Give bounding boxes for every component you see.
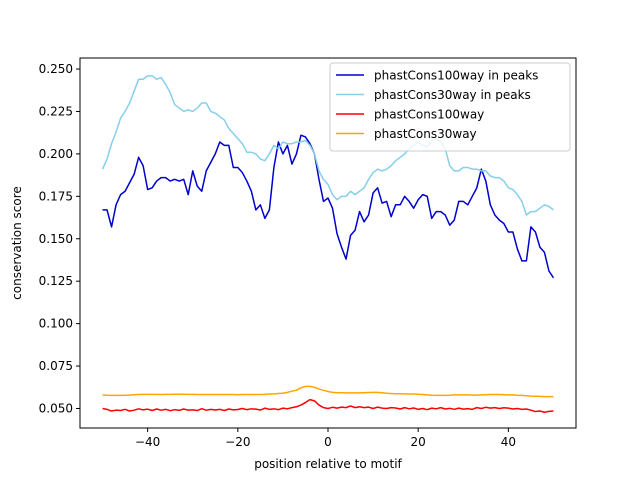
- y-axis-label: conservation score: [10, 186, 24, 300]
- y-tick-label: 0.175: [39, 189, 73, 203]
- plot-frame: [79, 57, 577, 429]
- x-tick-label: 0: [324, 435, 332, 449]
- y-tick-label: 0.050: [39, 401, 73, 415]
- series-line-1: [102, 134, 555, 279]
- series-layer: [101, 75, 555, 413]
- x-axis-label: position relative to motif: [254, 457, 402, 471]
- series-line-2: [101, 75, 554, 216]
- x-tick-label: 20: [411, 435, 426, 449]
- legend-label-3: phastCons100way: [374, 108, 484, 122]
- legend-label-1: phastCons100way in peaks: [374, 69, 538, 83]
- y-tick-label: 0.250: [39, 62, 73, 76]
- legend-box: [329, 62, 571, 152]
- x-tick-label: −20: [225, 435, 250, 449]
- legend-label-2: phastCons30way in peaks: [374, 88, 531, 102]
- y-tick-label: 0.225: [39, 104, 73, 118]
- tick-layer: −40 −20 0 20 40 0.050 0.075 0.100 0.125 0.150 0.17…: [39, 62, 516, 449]
- y-tick-label: 0.200: [39, 147, 73, 161]
- y-tick-label: 0.100: [39, 317, 73, 331]
- series-line-3: [102, 398, 554, 413]
- x-tick-label: −40: [135, 435, 160, 449]
- series-line-4: [102, 385, 554, 398]
- x-tick-label: 40: [501, 435, 516, 449]
- y-tick-label: 0.075: [39, 359, 73, 373]
- y-tick-label: 0.150: [39, 232, 73, 246]
- legend-label-4: phastCons30way: [374, 127, 477, 141]
- legend: phastCons100way in peaks phastCons30way i…: [329, 62, 571, 152]
- y-tick-label: 0.125: [39, 274, 73, 288]
